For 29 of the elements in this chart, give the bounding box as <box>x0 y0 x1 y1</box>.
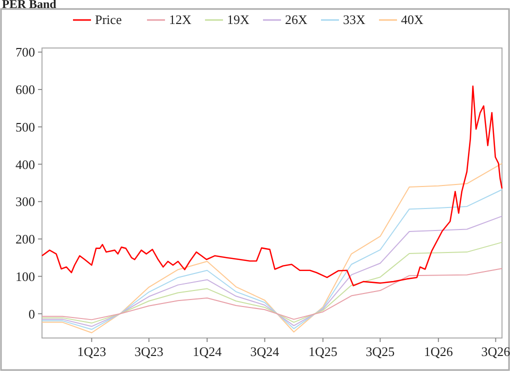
legend-label: 19X <box>227 12 250 27</box>
y-tick-label: 200 <box>16 232 35 247</box>
y-tick-label: 100 <box>16 268 35 284</box>
line-series <box>42 189 502 330</box>
x-tick-label: 1Q23 <box>77 344 106 359</box>
line-series <box>42 216 502 327</box>
legend-label: 12X <box>169 12 192 27</box>
y-tick-label: 400 <box>16 156 35 172</box>
x-tick-label: 1Q26 <box>424 344 454 359</box>
legend-label: 26X <box>285 12 308 27</box>
y-tick-label: 0 <box>28 306 35 322</box>
x-tick-label: 3Q26 <box>481 344 510 359</box>
line-series <box>41 85 503 286</box>
x-tick-label: 1Q24 <box>192 344 222 359</box>
y-tick-label: 600 <box>16 82 35 98</box>
y-tick-label: 300 <box>16 194 35 210</box>
x-tick-label: 3Q25 <box>366 344 395 359</box>
x-tick-label: 3Q23 <box>134 344 164 359</box>
line-series <box>42 242 502 324</box>
legend-label: 33X <box>343 12 366 27</box>
x-tick-label: 1Q25 <box>308 344 338 359</box>
line-series <box>42 162 502 334</box>
y-tick-label: 700 <box>16 44 35 60</box>
x-tick-label: 3Q24 <box>250 344 280 359</box>
line-series <box>42 268 502 320</box>
legend-label: 40X <box>401 12 424 27</box>
y-tick-label: 500 <box>16 119 35 134</box>
chart-title: PER Band <box>2 0 57 11</box>
legend-label: Price <box>95 12 122 27</box>
